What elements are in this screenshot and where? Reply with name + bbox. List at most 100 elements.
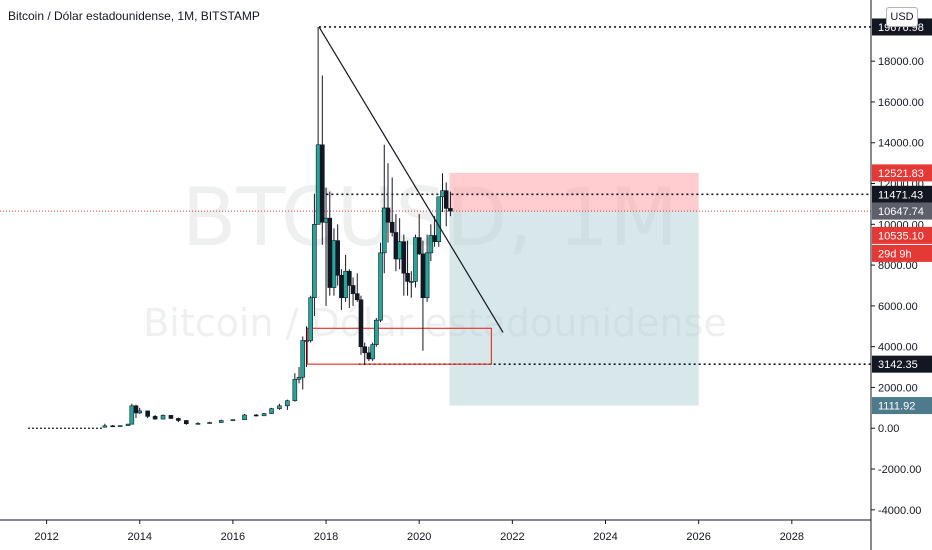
price-tag: 12521.83 (878, 168, 924, 180)
candle-body (242, 414, 247, 420)
y-tick-label: 18000.00 (878, 56, 924, 68)
candle-body (110, 425, 116, 428)
y-tick-label: -2000.00 (878, 464, 921, 476)
price-tag: 10535.10 (878, 230, 924, 242)
trendline-layer[interactable] (318, 26, 504, 333)
y-tick-label: 14000.00 (878, 138, 924, 150)
price-tag-bg (872, 355, 932, 373)
candle-body (393, 232, 399, 260)
candle-body (385, 207, 391, 223)
take-profit-zone (449, 211, 699, 406)
y-tick-label: 16000.00 (878, 97, 924, 109)
support-box (306, 327, 492, 365)
y-tick-label: 4000.00 (878, 342, 918, 354)
candle-body (300, 340, 306, 378)
countdown-tag: 29d 9h (878, 248, 912, 260)
x-tick-label: 2016 (221, 531, 245, 543)
candle-body (339, 274, 344, 299)
candle-body (168, 415, 174, 419)
candles (102, 26, 453, 428)
candle-body (413, 237, 418, 282)
candle-body (405, 272, 410, 282)
y-tick-label: 2000.00 (878, 382, 918, 394)
x-tick-label: 2026 (686, 531, 710, 543)
currency-button[interactable]: USD (886, 7, 918, 27)
candle-body (362, 346, 368, 354)
candle-body (160, 415, 166, 420)
candle-body (304, 340, 309, 342)
candle-body (277, 405, 282, 409)
candle-body (401, 241, 407, 274)
candle-body (308, 297, 313, 341)
candle-body (374, 319, 379, 345)
candle-body (195, 423, 201, 425)
candle-body (207, 422, 212, 424)
candle-body (366, 352, 372, 360)
candle-body (261, 413, 267, 417)
candle-body (184, 420, 189, 425)
candle-body (408, 281, 414, 283)
candle-body (424, 252, 430, 299)
candle-body (117, 425, 123, 427)
candle-body (327, 217, 333, 288)
y-tick-label: -4000.00 (878, 505, 921, 517)
x-tick-label: 2024 (593, 531, 617, 543)
price-tag: 3142.35 (878, 359, 918, 371)
y-tick-label: 0.00 (878, 423, 899, 435)
x-tick-label: 2012 (34, 531, 58, 543)
y-tick-label: 6000.00 (878, 301, 918, 313)
candle-body (370, 344, 375, 360)
candle-body (269, 408, 274, 414)
candle-body (354, 293, 360, 301)
candle-body (129, 405, 135, 425)
candle-body (416, 237, 422, 255)
candle-body (331, 240, 337, 288)
candle-body (253, 414, 259, 417)
stop-loss-zone (449, 172, 699, 212)
candle-body (378, 252, 383, 321)
candle-body (350, 285, 356, 294)
candle-body (323, 217, 329, 223)
candle-body (335, 240, 340, 276)
position-zones (449, 172, 699, 406)
candle-body (440, 190, 445, 198)
price-tag: 10647.74 (878, 206, 924, 218)
candle-body (176, 418, 181, 421)
candle-body (230, 419, 236, 421)
candle-body (315, 144, 321, 225)
candle-body (343, 270, 348, 299)
candle-body (448, 208, 453, 212)
support-box-layer (306, 327, 492, 365)
candle-body (320, 144, 325, 223)
candle-body (292, 378, 298, 402)
candle-body (152, 416, 158, 420)
candle-body (296, 376, 302, 380)
y-tick-label: 8000.00 (878, 260, 918, 272)
price-tag-bg (872, 164, 932, 182)
candle-body (137, 410, 143, 414)
candle-body (397, 241, 402, 260)
candle-body (420, 253, 426, 299)
candle-body (432, 235, 437, 242)
candle-body (312, 224, 317, 299)
x-tick-label: 2020 (407, 531, 431, 543)
x-tick-label: 2018 (314, 531, 338, 543)
price-tag: 11471.43 (878, 189, 923, 201)
chart-title: Bitcoin / Dólar estadounidense, 1M, BITS… (8, 9, 260, 23)
candle-body (218, 420, 224, 423)
candle-body (358, 299, 364, 347)
candle-body (389, 221, 395, 233)
price-tag: 1111.92 (878, 401, 915, 413)
price-tags: 19676.9812521.8311471.4310647.7410535.10… (872, 18, 932, 415)
candle-body (347, 270, 352, 286)
candle-body (133, 405, 139, 414)
x-tick-label: 2022 (500, 531, 524, 543)
price-tag-bg (872, 185, 932, 203)
x-tick-label: 2014 (127, 531, 151, 543)
candle-body (436, 196, 442, 242)
candle-body (428, 235, 434, 254)
countdown-tag-bg (872, 244, 932, 262)
candle-body (145, 410, 150, 417)
